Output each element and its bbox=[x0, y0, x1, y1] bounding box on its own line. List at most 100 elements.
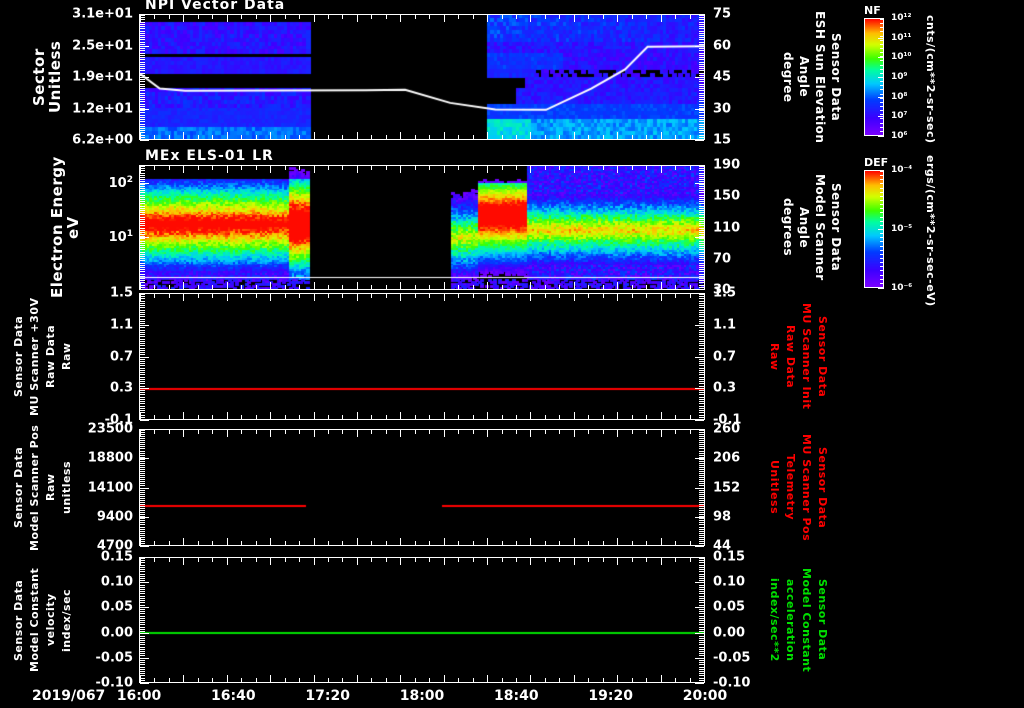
tick-mark-minor bbox=[487, 135, 489, 139]
tick-mark-minor bbox=[241, 166, 243, 170]
y-tick-mark-minor bbox=[699, 575, 704, 577]
tick-mark-minor bbox=[342, 294, 344, 298]
y-tick-mark-minor bbox=[699, 192, 704, 194]
y-tick-mark-minor bbox=[140, 620, 145, 621]
def-colorbar-tick-minor bbox=[880, 258, 884, 259]
tick-mark-minor bbox=[501, 285, 503, 289]
y-tick-mark-minor bbox=[140, 236, 145, 238]
y-tick-mark-minor bbox=[140, 136, 145, 138]
tick-mark-minor bbox=[241, 15, 243, 19]
y-tick-mark-minor bbox=[140, 600, 145, 602]
nf-colorbar-tick-minor bbox=[880, 48, 884, 49]
tick-mark-minor bbox=[487, 294, 489, 298]
nf-colorbar-tick-minor bbox=[880, 85, 884, 87]
tick-mark-minor bbox=[328, 558, 329, 562]
tick-mark-minor bbox=[356, 135, 358, 139]
tick-mark-minor bbox=[400, 166, 402, 170]
y-tick-mark-minor bbox=[140, 589, 145, 590]
y-tick-mark-minor bbox=[140, 298, 145, 300]
y-tick-mark-minor bbox=[140, 77, 145, 78]
y-tick-mark-minor bbox=[140, 512, 145, 514]
y-tick-mark-minor bbox=[699, 566, 704, 568]
y-tick-mark-minor bbox=[140, 46, 145, 47]
tick-mark-minor bbox=[342, 541, 344, 545]
y-tick-mark-minor bbox=[140, 112, 145, 114]
y-tick-label-right: 30 bbox=[713, 282, 732, 298]
y-axis-title-right: acceleration bbox=[784, 578, 797, 662]
y-axis-title-left: MU Scanner +30V bbox=[28, 297, 41, 416]
def-colorbar-tick-minor bbox=[880, 191, 884, 193]
y-tick-mark-minor bbox=[140, 132, 145, 134]
y-tick-mark-minor bbox=[699, 615, 704, 617]
y-tick-mark-minor bbox=[140, 456, 145, 458]
y-tick-mark bbox=[140, 607, 149, 609]
tick-mark-minor bbox=[602, 166, 604, 170]
tick-mark-minor bbox=[588, 166, 590, 170]
y-tick-mark-minor bbox=[140, 469, 145, 471]
tick-mark-minor bbox=[154, 166, 156, 170]
y-tick-mark bbox=[140, 632, 149, 634]
tick-mark-minor bbox=[443, 558, 445, 562]
y-tick-mark-minor bbox=[699, 121, 704, 123]
tick-mark-minor bbox=[197, 558, 199, 562]
y-tick-mark-minor bbox=[140, 110, 145, 112]
y-tick-mark-minor bbox=[140, 518, 145, 520]
tick-mark-minor bbox=[675, 541, 677, 545]
y-tick-mark-minor bbox=[699, 28, 704, 30]
y-tick-mark-minor bbox=[699, 589, 704, 590]
y-tick-mark-minor bbox=[699, 595, 704, 597]
tick-mark-minor bbox=[443, 430, 445, 434]
y-tick-label-left: 23500 bbox=[87, 421, 133, 437]
y-tick-mark-minor bbox=[699, 659, 704, 661]
y-tick-mark-minor bbox=[699, 365, 704, 367]
y-tick-mark-minor bbox=[140, 352, 145, 354]
tick-mark-minor bbox=[255, 415, 257, 419]
y-tick-mark-minor bbox=[140, 187, 145, 189]
y-tick-mark-minor bbox=[140, 440, 145, 442]
tick-mark-minor bbox=[458, 285, 460, 289]
y-tick-mark bbox=[695, 420, 704, 421]
tick-mark-minor bbox=[429, 678, 431, 682]
def-colorbar-tick-minor bbox=[880, 282, 884, 284]
tick-mark-minor bbox=[704, 294, 705, 298]
y-tick-mark bbox=[140, 236, 149, 238]
y-tick-mark-minor bbox=[699, 227, 704, 229]
y-axis-title-right: MU Scanner Init bbox=[800, 303, 813, 410]
tick-mark-minor bbox=[458, 294, 460, 298]
tick-mark-minor bbox=[617, 15, 619, 19]
tick-mark-minor bbox=[328, 135, 329, 139]
y-tick-mark-minor bbox=[699, 203, 704, 205]
y-tick-mark-minor bbox=[699, 220, 704, 222]
tick-mark-minor bbox=[646, 294, 648, 298]
tick-mark-minor bbox=[602, 558, 604, 562]
tick-mark-minor bbox=[183, 285, 185, 289]
y-tick-label-right: 1.1 bbox=[713, 317, 737, 333]
y-tick-mark-minor bbox=[140, 522, 145, 524]
y-tick-label-right: 30 bbox=[713, 101, 732, 116]
y-tick-mark-minor bbox=[699, 214, 704, 216]
plot-panel-model-scanner-pos-raw bbox=[139, 429, 705, 546]
y-tick-mark-minor bbox=[140, 192, 145, 194]
tick-mark-minor bbox=[356, 430, 358, 434]
y-tick-mark-minor bbox=[140, 185, 145, 187]
tick-mark-minor bbox=[212, 166, 214, 170]
y-tick-mark-minor bbox=[140, 105, 145, 107]
y-tick-mark-minor bbox=[140, 454, 145, 456]
y-tick-mark-minor bbox=[699, 30, 704, 32]
y-tick-mark-minor bbox=[140, 139, 145, 140]
y-tick-mark-minor bbox=[699, 262, 704, 264]
y-tick-mark-minor bbox=[699, 657, 704, 659]
y-tick-label-right: 75 bbox=[713, 6, 732, 22]
tick-mark-minor bbox=[530, 541, 532, 545]
y-tick-mark-minor bbox=[699, 442, 704, 444]
tick-mark-minor bbox=[226, 541, 228, 545]
y-tick-mark-minor bbox=[140, 604, 145, 606]
plot-panel-mu-scanner-30v-raw bbox=[139, 293, 705, 420]
def-colorbar-tick-minor bbox=[880, 175, 884, 177]
y-tick-mark-minor bbox=[699, 334, 704, 336]
tick-mark-minor bbox=[241, 558, 243, 562]
y-tick-mark bbox=[140, 420, 149, 421]
tick-mark-minor bbox=[385, 430, 387, 434]
y-tick-mark-minor bbox=[140, 471, 145, 473]
tick-mark-minor bbox=[356, 558, 358, 562]
